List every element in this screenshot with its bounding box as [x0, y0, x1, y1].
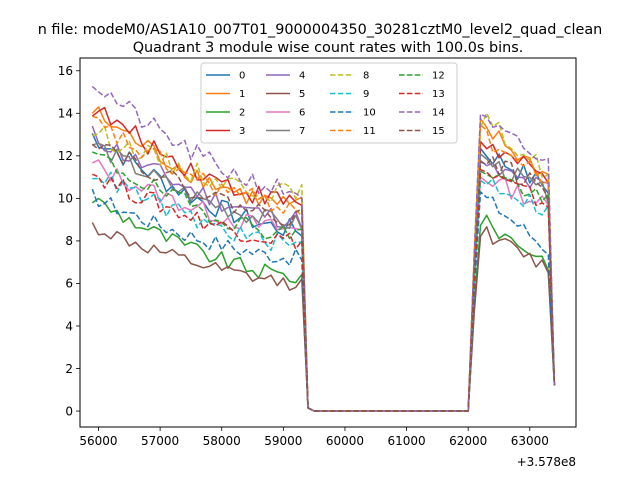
y-tick-label: 8 [65, 234, 73, 248]
series-line-4 [91, 125, 556, 412]
x-tick-label: 60000 [326, 434, 364, 448]
y-tick-label: 12 [58, 149, 73, 163]
y-tick-label: 16 [58, 64, 73, 78]
series-line-5 [91, 222, 556, 412]
legend-label-5: 5 [299, 89, 305, 100]
legend-label-1: 1 [239, 89, 245, 100]
plot-frame [79, 57, 577, 428]
series-line-15 [91, 143, 556, 412]
legend-label-2: 2 [239, 108, 245, 119]
series-line-13 [92, 168, 556, 412]
x-tick-label: 61000 [387, 434, 425, 448]
series-layer [91, 85, 556, 412]
y-tick-label: 6 [65, 277, 73, 291]
chart-title: Quadrant 3 module wise count rates with … [133, 40, 524, 56]
legend-label-6: 6 [299, 108, 305, 119]
series-line-9 [92, 171, 556, 412]
legend-label-14: 14 [432, 108, 445, 119]
legend-label-11: 11 [363, 126, 376, 137]
x-offset-label: +3.578e8 [517, 455, 576, 469]
x-tick-label: 63000 [511, 434, 549, 448]
series-line-14 [91, 85, 556, 412]
legend-frame [200, 62, 458, 144]
x-tick-label: 56000 [79, 434, 117, 448]
legend-label-8: 8 [363, 71, 369, 82]
series-line-12 [92, 151, 556, 412]
legend-label-12: 12 [432, 71, 445, 82]
figure-suptitle: n file: modeM0/AS1A10_007T01_9000004350_… [38, 22, 603, 38]
y-tick-label: 2 [65, 362, 73, 376]
legend-label-15: 15 [432, 126, 445, 137]
x-tick-label: 58000 [203, 434, 241, 448]
legend-label-10: 10 [363, 108, 376, 119]
legend-label-0: 0 [239, 71, 245, 82]
legend-label-4: 4 [299, 71, 305, 82]
series-line-10 [91, 188, 556, 412]
y-axis: 0 2 4 6 8 10 12 14 16 [58, 64, 80, 418]
x-tick-label: 62000 [449, 434, 487, 448]
legend-label-13: 13 [432, 89, 445, 100]
legend-label-9: 9 [363, 89, 369, 100]
x-tick-label: 59000 [264, 434, 302, 448]
series-line-1 [91, 106, 556, 412]
y-tick-label: 14 [58, 107, 73, 121]
series-line-3 [91, 106, 556, 412]
series-line-6 [91, 159, 556, 412]
legend-label-7: 7 [299, 126, 305, 137]
series-line-11 [92, 115, 556, 412]
y-tick-label: 0 [65, 404, 73, 418]
x-axis: 56000 57000 58000 59000 60000 61000 62000 63000 [79, 427, 549, 448]
series-line-0 [91, 132, 556, 412]
y-tick-label: 4 [65, 319, 73, 333]
legend-label-3: 3 [239, 126, 245, 137]
y-tick-label: 10 [58, 192, 73, 206]
x-tick-label: 57000 [141, 434, 179, 448]
